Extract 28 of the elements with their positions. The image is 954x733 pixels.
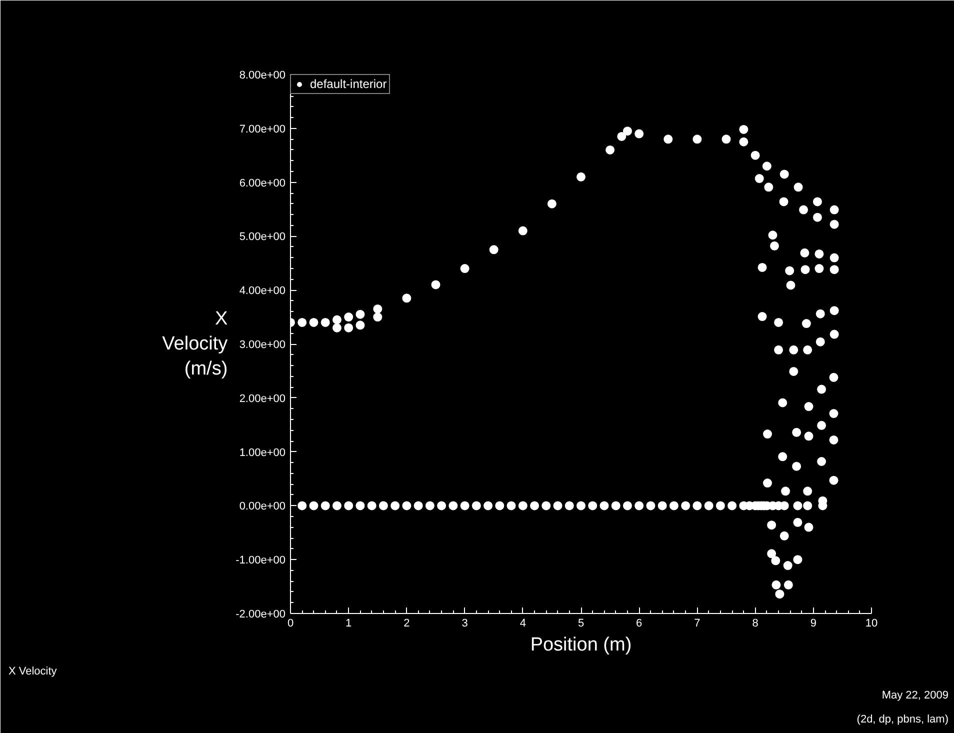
x-tick-label: 4 — [520, 618, 526, 630]
x-tick-label: 3 — [462, 618, 468, 630]
x-axis-title: Position (m) — [530, 634, 632, 656]
y-tick-label: 7.00e+00 — [239, 123, 286, 136]
y-tick-label: 8.00e+00 — [239, 70, 286, 82]
text: May 22, 2009 — [882, 690, 948, 702]
y-tick-label: 6.00e+00 — [239, 177, 286, 190]
x-tick-label: 8 — [752, 618, 758, 630]
x-tick-label: 1 — [346, 618, 352, 630]
x-tick-label: 10 — [865, 618, 878, 630]
text: (2d, dp, pbns, lam) — [856, 714, 949, 726]
x-tick-label: 7 — [694, 618, 700, 630]
y-tick-label: 1.00e+00 — [239, 446, 286, 459]
y-tick-label: 5.00e+00 — [239, 231, 286, 244]
y-tick-label: 3.00e+00 — [239, 339, 286, 351]
y-tick-label: 2.00e+00 — [239, 392, 286, 405]
legend-label: default-interior — [310, 77, 387, 91]
y-tick-label: 0.00e+00 — [239, 500, 286, 513]
x-tick-label: 6 — [636, 618, 642, 630]
y-tick-label: -1.00e+00 — [236, 554, 286, 567]
x-tick-label: 0 — [287, 618, 294, 630]
x-tick-label: 5 — [578, 618, 584, 630]
y-tick-label: 4.00e+00 — [239, 285, 286, 298]
x-tick-label: 9 — [810, 618, 816, 630]
x-tick-label: 2 — [404, 618, 410, 630]
text: X Velocity — [8, 666, 58, 678]
y-axis-title: X Velocity (m/s) — [162, 308, 228, 380]
y-tick-label: -2.00e+00 — [236, 608, 286, 620]
